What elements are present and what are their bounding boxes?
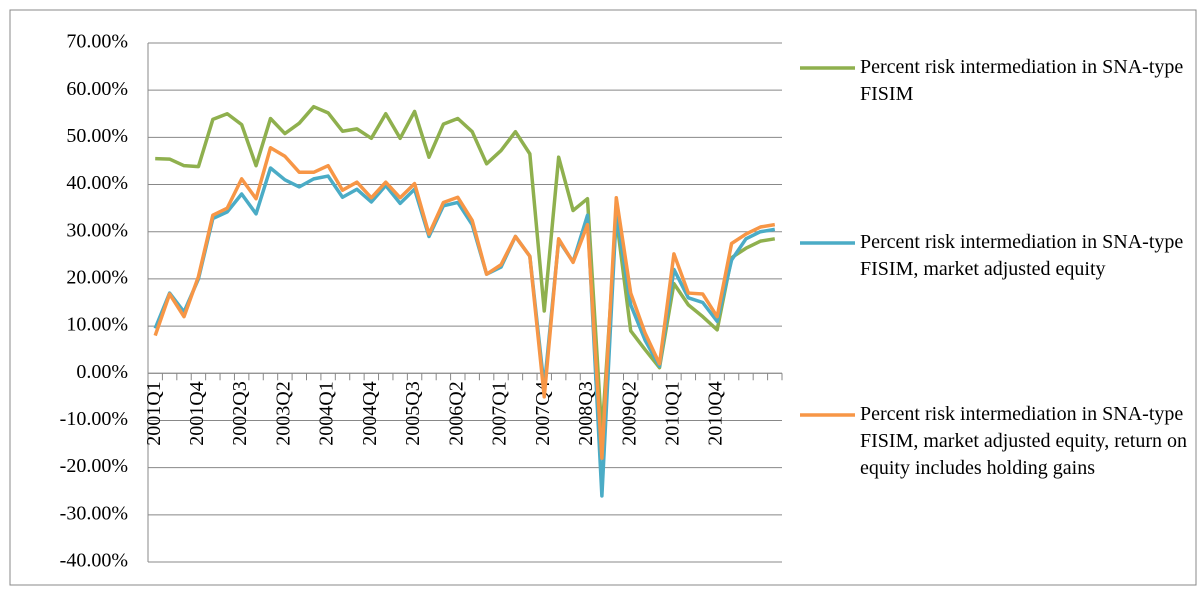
x-tick-label: 2001Q4 [186,381,208,445]
y-tick-label: 50.00% [66,125,128,147]
y-tick-label: 10.00% [66,314,128,336]
x-tick-label: 2006Q2 [445,381,467,445]
legend-label: Percent risk intermediation in SNA-type … [860,231,1184,280]
x-tick-label: 2004Q1 [316,381,338,445]
legend-label: Percent risk intermediation in SNA-type … [860,56,1184,105]
y-tick-label: 0.00% [76,361,128,383]
data-line [153,145,776,460]
legend-label: Percent risk intermediation in SNA-type … [860,403,1187,479]
data-line [155,104,776,437]
x-tick-label: 2010Q4 [705,381,727,445]
y-tick-label: -20.00% [60,455,128,477]
x-tick-label: 2001Q1 [143,381,165,445]
x-tick-label: 2007Q1 [489,381,511,445]
y-tick-label: -40.00% [60,550,128,572]
y-tick-label: -10.00% [60,408,128,430]
x-tick-label: 2008Q3 [575,381,597,445]
y-tick-label: -30.00% [60,502,128,524]
y-tick-label: 60.00% [66,78,128,100]
x-tick-label: 2005Q3 [402,381,424,445]
y-tick-label: 30.00% [66,219,128,241]
x-tick-label: 2004Q4 [359,381,381,445]
x-tick-label: 2009Q2 [618,381,640,445]
x-tick-label: 2002Q3 [229,381,251,445]
y-tick-label: 40.00% [66,172,128,194]
y-tick-label: 20.00% [66,267,128,289]
y-tick-label: 70.00% [66,31,128,53]
x-tick-label: 2003Q2 [272,381,294,445]
x-tick-label: 2007Q4 [532,381,554,445]
x-tick-label: 2010Q1 [662,381,684,445]
